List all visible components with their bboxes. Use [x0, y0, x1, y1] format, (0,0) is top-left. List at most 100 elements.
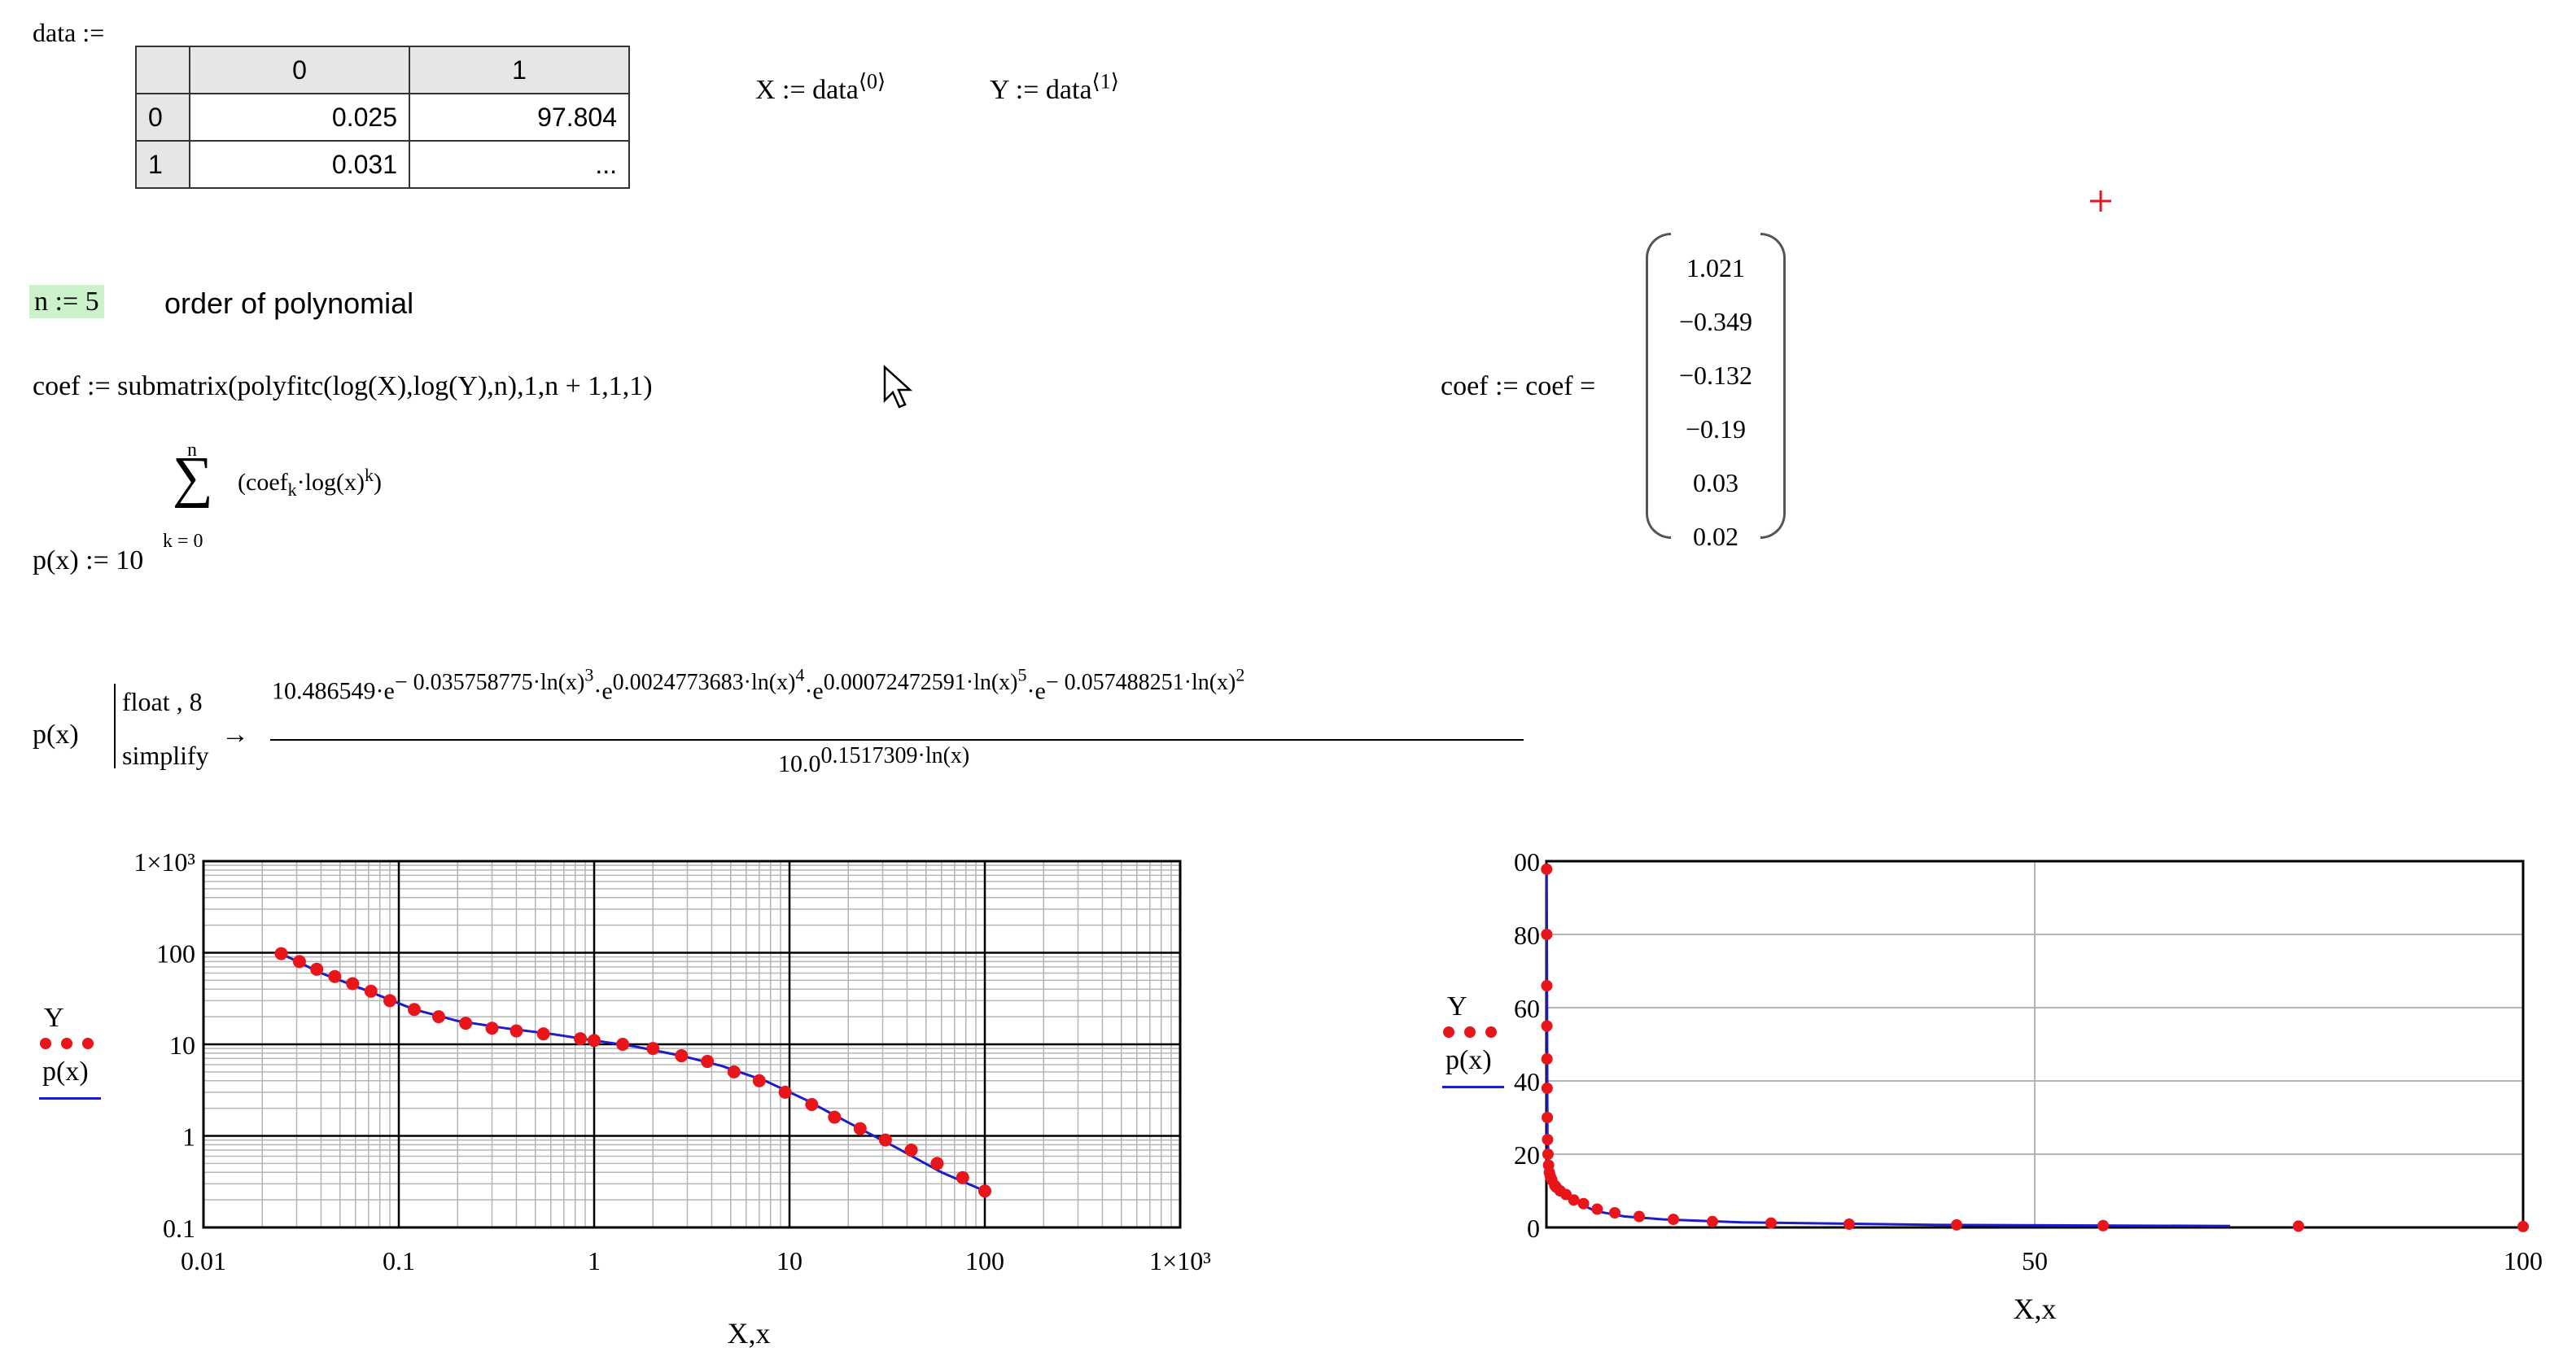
y-tick-label: 10	[169, 1030, 195, 1060]
p-definition[interactable]: p(x) := 10 n ∑ k = 0 (coefk·log(x)k)	[29, 440, 453, 586]
data-point-y	[1541, 1083, 1553, 1094]
coef-eval-lhs: coef := coef =	[1441, 371, 1596, 401]
x-axis-label: X,x	[2014, 1293, 2057, 1325]
legend-p-label: p(x)	[1445, 1045, 1492, 1075]
coef-result-matrix[interactable]: 1.021 −0.349 −0.132 −0.19 0.03 0.02	[1646, 233, 1787, 551]
data-point-y	[675, 1049, 689, 1063]
legend-p-line	[1442, 1086, 1504, 1088]
y-tick-label: 1	[182, 1122, 195, 1152]
linear-plot[interactable]: 50 100 0 20 40 60 80 100 X,x	[1514, 847, 2564, 1359]
x-definition[interactable]: X := data⟨0⟩	[755, 71, 886, 106]
table-col-header[interactable]: 1	[409, 46, 630, 94]
data-point-y	[752, 1074, 766, 1087]
table-col-header[interactable]: 0	[189, 46, 410, 94]
p-symbolic-lhs: p(x)	[33, 720, 79, 750]
n-def-expr: n := 5	[29, 285, 104, 318]
y-tick-label: 100	[156, 939, 195, 969]
y-tick-label: 0.1	[163, 1214, 195, 1243]
data-point-y	[978, 1184, 991, 1198]
data-point-y	[1568, 1194, 1580, 1206]
fraction-line	[270, 739, 1524, 741]
x-tick-label: 0.01	[181, 1246, 226, 1275]
table-cell[interactable]: 97.804	[409, 93, 630, 142]
sum-lower: k = 0	[163, 531, 203, 552]
num-term-b-pow: 4	[795, 665, 805, 685]
term-sub: k	[287, 479, 297, 500]
data-point-y	[574, 1032, 588, 1046]
data-point-y	[536, 1027, 550, 1041]
coef-definition[interactable]: coef := submatrix(polyfitc(log(X),log(Y)…	[33, 371, 653, 401]
red-crosshair-icon	[2088, 189, 2113, 213]
data-point-y	[1541, 1053, 1553, 1065]
table-cell[interactable]: 0.031	[189, 140, 410, 189]
denom-base: 10.0	[778, 750, 821, 777]
table-cell[interactable]: ...	[409, 140, 630, 189]
loglog-plot[interactable]: 0.01 0.1 1 10 100 1×10³ 0.1 1 10 100 1×10³ X,x	[122, 847, 1262, 1359]
data-point-y	[1668, 1214, 1679, 1226]
fit-line-p	[1545, 868, 2231, 1227]
data-point-y	[383, 994, 397, 1008]
x-tick-label: 0.1	[383, 1246, 415, 1275]
data-point-y	[1591, 1203, 1603, 1215]
sum-symbol: ∑	[173, 446, 213, 509]
sum-upper: n	[187, 440, 197, 461]
num-term-c-exp: 0.00072472591·ln(x)	[823, 670, 1018, 696]
data-table[interactable]: 0 1 0 0.025 97.804 1 0.031 ...	[135, 46, 630, 189]
legend-y-label: Y	[44, 1003, 64, 1033]
legend-p-line	[39, 1097, 101, 1100]
data-point-y	[1843, 1218, 1855, 1230]
matrix-cell: −0.349	[1679, 307, 1753, 336]
y-tick-label: 1×10³	[133, 847, 195, 877]
denom-exp: 0.1517309·ln(x)	[820, 743, 970, 768]
data-point-y	[1541, 980, 1553, 991]
table-row: 0 0.025 97.804	[135, 93, 630, 142]
data-point-y	[1577, 1197, 1590, 1210]
data-point-y	[1765, 1217, 1777, 1229]
x-tick-label: 1	[588, 1246, 601, 1275]
x-tick-label: 100	[965, 1246, 1004, 1275]
numerator: 10.486549·e− 0.035758775·ln(x)3·e0.00247…	[272, 667, 1244, 705]
n-def-comment: order of polynomial	[164, 287, 414, 320]
plot-frame	[202, 860, 1182, 1229]
num-term-d-exp: − 0.057488251·ln(x)	[1045, 670, 1236, 696]
num-term-c: ·e	[804, 677, 824, 705]
matrix-cell: 0.03	[1693, 468, 1739, 497]
keyword-float: float , 8	[122, 687, 203, 716]
data-point-y	[1541, 929, 1553, 940]
matrix-cell: 1.021	[1686, 253, 1746, 282]
num-term-d-pow: 2	[1236, 665, 1245, 685]
legend-y-marker	[40, 1038, 94, 1049]
data-point-y	[853, 1122, 867, 1135]
data-point-y	[2517, 1220, 2529, 1232]
y-definition[interactable]: Y := data⟨1⟩	[990, 71, 1119, 106]
x-tick-label: 50	[2022, 1246, 2048, 1275]
data-point-y	[616, 1038, 630, 1051]
data-point-y	[878, 1133, 892, 1147]
right-paren	[1760, 233, 1787, 539]
p-def-lhs: p(x) := 10	[33, 545, 144, 575]
table-cell[interactable]: 0.025	[189, 93, 410, 142]
data-point-y	[459, 1017, 473, 1030]
data-point-y	[1609, 1207, 1620, 1218]
n-definition[interactable]: n := 5	[29, 285, 104, 318]
term-rest: ·log(x)	[296, 469, 365, 496]
table-row: 1 0.031 ...	[135, 140, 630, 189]
data-point-y	[588, 1034, 601, 1048]
y-tick-label: 20	[1514, 1140, 1540, 1170]
arrow-cursor-icon	[882, 365, 915, 410]
y-def-superscript: ⟨1⟩	[1091, 69, 1119, 94]
table-row-index: 1	[135, 140, 190, 189]
data-point-y	[701, 1055, 715, 1069]
sum-term: (coefk·log(x)k)	[238, 465, 382, 500]
data-point-y	[2293, 1220, 2304, 1232]
y-tick-label: 40	[1514, 1067, 1540, 1096]
data-point-y	[1542, 1112, 1554, 1123]
matrix-cell: 0.02	[1693, 522, 1739, 551]
data-point-y	[778, 1085, 792, 1099]
data-point-y	[1951, 1218, 1962, 1231]
data-point-y	[408, 1003, 422, 1017]
p-symbolic-eval[interactable]: p(x) float , 8 simplify → 10.486549·e− 0…	[29, 667, 1543, 806]
num-term-a: 10.486549·e	[272, 677, 395, 705]
data-point-y	[328, 969, 342, 983]
data-point-y	[1707, 1215, 1718, 1227]
